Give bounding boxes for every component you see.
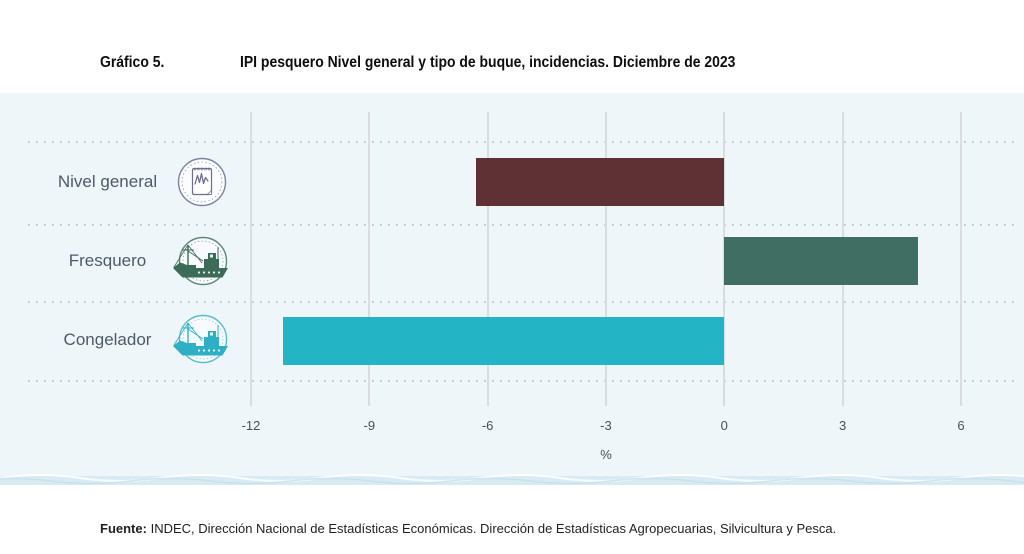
gridline--9 — [368, 112, 371, 406]
row-separator-2 — [28, 301, 1016, 303]
row-label-congelador: Congelador — [63, 330, 152, 349]
x-tick-label-3: 3 — [839, 418, 847, 433]
gridline--6 — [486, 112, 489, 406]
x-axis-unit-label: % — [600, 447, 612, 462]
gridline--12 — [249, 112, 252, 406]
x-tick-label-6: 6 — [957, 418, 965, 433]
row-separator-1 — [28, 224, 1016, 226]
gridline--3 — [604, 112, 607, 406]
gridline-6 — [959, 112, 962, 406]
chart-number-label: Gráfico 5. — [100, 54, 165, 71]
bar-nivel-general — [475, 158, 725, 206]
source-label: Fuente: — [100, 521, 147, 536]
chart-panel: 6 3 0 -3 -6 -9 -12 Nivel general Fresquero Con… — [0, 93, 1024, 485]
row-label-fresquero: Fresquero — [68, 251, 147, 270]
bar-fresquero — [724, 237, 918, 285]
fishing-boat-cyan-stamp-icon — [166, 311, 234, 367]
x-tick-label--12: -12 — [241, 418, 261, 433]
x-tick-label--3: -3 — [600, 418, 612, 433]
bar-congelador — [282, 317, 725, 365]
x-tick-label-0: 0 — [720, 418, 728, 433]
source-text: INDEC, Dirección Nacional de Estadística… — [150, 521, 837, 536]
fishing-boat-green-stamp-icon — [166, 233, 234, 289]
row-separator-3 — [28, 380, 1016, 382]
x-tick-label--9: -9 — [363, 418, 376, 433]
x-tick-label--6: -6 — [481, 418, 494, 433]
source-note: Fuente: INDEC, Dirección Nacional de Est… — [100, 520, 980, 537]
row-label-nivel-general: Nivel general — [57, 172, 158, 191]
wave-decoration — [0, 474, 1024, 485]
line-chart-stamp-icon — [166, 154, 234, 210]
row-separator-0 — [28, 141, 1016, 143]
chart-title: IPI pesquero Nivel general y tipo de buq… — [240, 54, 736, 71]
